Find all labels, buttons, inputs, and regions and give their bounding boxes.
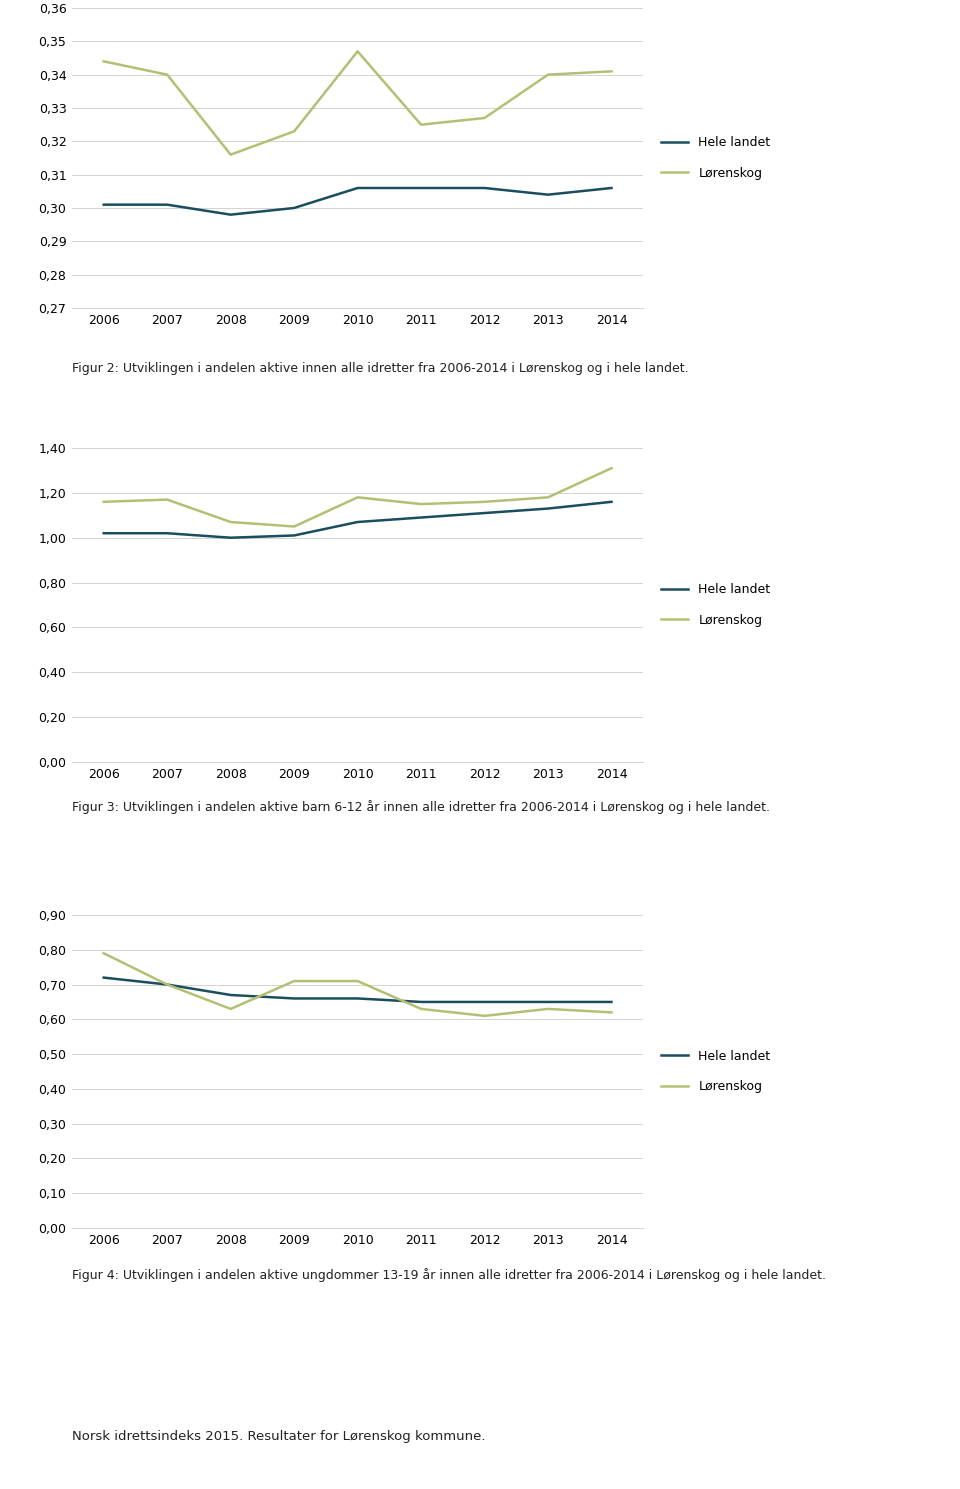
Lørenskog	[479, 493, 491, 511]
Text: Figur 2: Utviklingen i andelen aktive innen alle idretter fra 2006-2014 i Lørens: Figur 2: Utviklingen i andelen aktive in…	[72, 362, 688, 375]
Lørenskog	[542, 1001, 554, 1018]
Lørenskog	[288, 972, 300, 990]
Hele landet	[161, 524, 173, 542]
Lørenskog	[98, 493, 109, 511]
Lørenskog	[351, 42, 363, 60]
Hele landet	[98, 195, 109, 213]
Lørenskog	[161, 491, 173, 509]
Line: Lørenskog: Lørenskog	[104, 51, 612, 155]
Lørenskog	[98, 944, 109, 962]
Line: Hele landet: Hele landet	[104, 188, 612, 214]
Lørenskog	[225, 514, 236, 532]
Hele landet	[98, 524, 109, 542]
Hele landet	[161, 975, 173, 993]
Hele landet	[351, 179, 363, 197]
Hele landet	[606, 993, 617, 1011]
Line: Hele landet: Hele landet	[104, 978, 612, 1002]
Lørenskog	[416, 496, 427, 514]
Lørenskog	[288, 518, 300, 536]
Lørenskog	[351, 972, 363, 990]
Hele landet	[225, 986, 236, 1004]
Lørenskog	[225, 146, 236, 164]
Hele landet	[416, 993, 427, 1011]
Hele landet	[479, 993, 491, 1011]
Hele landet	[98, 969, 109, 987]
Lørenskog	[416, 1001, 427, 1018]
Lørenskog	[542, 66, 554, 83]
Lørenskog	[606, 459, 617, 476]
Hele landet	[416, 179, 427, 197]
Hele landet	[542, 500, 554, 518]
Lørenskog	[98, 52, 109, 70]
Line: Lørenskog: Lørenskog	[104, 953, 612, 1015]
Hele landet	[288, 990, 300, 1008]
Legend: Hele landet, Lørenskog: Hele landet, Lørenskog	[660, 137, 771, 180]
Text: Norsk idrettsindeks 2015. Resultater for Lørenskog kommune.: Norsk idrettsindeks 2015. Resultater for…	[72, 1429, 486, 1443]
Lørenskog	[288, 122, 300, 140]
Hele landet	[542, 186, 554, 204]
Lørenskog	[606, 1004, 617, 1021]
Hele landet	[479, 179, 491, 197]
Line: Lørenskog: Lørenskog	[104, 468, 612, 527]
Lørenskog	[416, 116, 427, 134]
Lørenskog	[606, 63, 617, 80]
Text: Figur 3: Utviklingen i andelen aktive barn 6-12 år innen alle idretter fra 2006-: Figur 3: Utviklingen i andelen aktive ba…	[72, 800, 770, 814]
Hele landet	[606, 493, 617, 511]
Lørenskog	[161, 975, 173, 993]
Hele landet	[225, 205, 236, 223]
Line: Hele landet: Hele landet	[104, 502, 612, 538]
Hele landet	[351, 514, 363, 532]
Lørenskog	[479, 1007, 491, 1024]
Hele landet	[351, 990, 363, 1008]
Hele landet	[225, 529, 236, 546]
Lørenskog	[351, 488, 363, 506]
Lørenskog	[479, 109, 491, 127]
Hele landet	[479, 505, 491, 523]
Lørenskog	[161, 66, 173, 83]
Text: Figur 4: Utviklingen i andelen aktive ungdommer 13-19 år innen alle idretter fra: Figur 4: Utviklingen i andelen aktive un…	[72, 1269, 826, 1282]
Legend: Hele landet, Lørenskog: Hele landet, Lørenskog	[660, 1050, 771, 1093]
Hele landet	[288, 527, 300, 545]
Hele landet	[416, 509, 427, 527]
Legend: Hele landet, Lørenskog: Hele landet, Lørenskog	[660, 584, 771, 627]
Hele landet	[288, 200, 300, 217]
Lørenskog	[225, 1001, 236, 1018]
Hele landet	[542, 993, 554, 1011]
Hele landet	[606, 179, 617, 197]
Hele landet	[161, 195, 173, 213]
Lørenskog	[542, 488, 554, 506]
